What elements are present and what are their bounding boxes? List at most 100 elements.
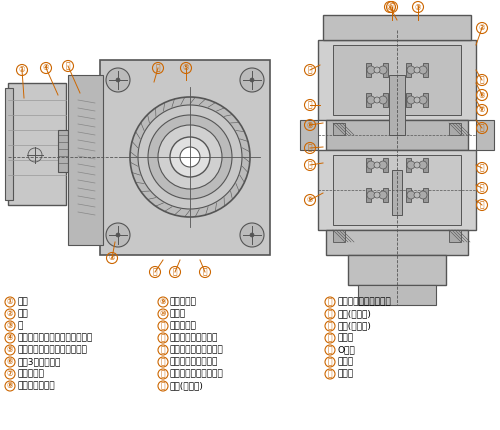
- Bar: [358, 285, 436, 305]
- Text: ⑦: ⑦: [7, 369, 13, 378]
- Bar: [366, 63, 371, 77]
- Circle shape: [407, 161, 415, 169]
- Text: ⑰: ⑰: [66, 61, 70, 71]
- Text: 第三段齿轮: 第三段齿轮: [170, 298, 197, 307]
- Bar: [5, 88, 13, 200]
- Bar: [58, 130, 68, 172]
- Bar: [423, 93, 428, 107]
- Bar: [100, 60, 270, 255]
- Bar: [333, 155, 461, 225]
- Text: ⑮: ⑮: [480, 123, 484, 132]
- Text: 盖: 盖: [17, 322, 22, 331]
- Bar: [318, 150, 476, 230]
- Text: 输出轴: 输出轴: [170, 310, 186, 319]
- Bar: [383, 158, 388, 172]
- Circle shape: [148, 115, 232, 199]
- Text: 油封(电机轴): 油封(电机轴): [337, 322, 371, 331]
- Text: ⑱: ⑱: [480, 184, 484, 193]
- Text: ⑪: ⑪: [480, 163, 484, 172]
- Circle shape: [180, 147, 200, 167]
- Circle shape: [379, 66, 387, 74]
- Text: Ⓖ: Ⓖ: [328, 369, 332, 378]
- Text: Ⓓ: Ⓓ: [328, 334, 332, 343]
- Text: ⑨: ⑨: [307, 196, 313, 205]
- Circle shape: [414, 97, 420, 103]
- Text: 第三轴带小齿轮: 第三轴带小齿轮: [17, 381, 54, 390]
- Bar: [323, 15, 471, 40]
- Bar: [449, 123, 461, 135]
- Bar: [333, 230, 345, 242]
- Bar: [318, 40, 476, 120]
- Circle shape: [106, 68, 130, 92]
- Bar: [406, 188, 411, 202]
- Text: ②: ②: [7, 310, 13, 319]
- Text: ⑧: ⑧: [7, 381, 13, 390]
- Circle shape: [419, 66, 427, 74]
- Text: ⑥: ⑥: [479, 90, 485, 99]
- Text: ③: ③: [7, 322, 13, 331]
- Text: ②: ②: [479, 24, 485, 33]
- Bar: [383, 93, 388, 107]
- Text: ②: ②: [109, 254, 115, 262]
- Text: ㉓: ㉓: [152, 267, 158, 276]
- Circle shape: [250, 233, 254, 237]
- Text: ③: ③: [415, 3, 421, 12]
- Bar: [348, 255, 446, 285]
- Text: 空心轴输出: 空心轴输出: [170, 322, 197, 331]
- Circle shape: [374, 97, 380, 103]
- Circle shape: [130, 97, 250, 217]
- Bar: [333, 45, 461, 115]
- Text: 密封盖: 密封盖: [337, 334, 353, 343]
- Bar: [366, 93, 371, 107]
- Text: ①: ①: [7, 298, 13, 307]
- Text: ⑩: ⑩: [160, 310, 166, 319]
- Circle shape: [407, 96, 415, 104]
- Bar: [366, 188, 371, 202]
- Circle shape: [414, 192, 420, 198]
- Text: 密封件: 密封件: [337, 369, 353, 378]
- Text: ㉑: ㉑: [390, 3, 394, 12]
- Text: 带第3轴的小齿轮: 带第3轴的小齿轮: [17, 357, 60, 366]
- Text: ④: ④: [43, 64, 49, 73]
- Circle shape: [379, 191, 387, 199]
- Circle shape: [250, 78, 254, 82]
- Text: ⑯: ⑯: [480, 200, 484, 209]
- Circle shape: [367, 161, 375, 169]
- Circle shape: [379, 96, 387, 104]
- Text: ⑨: ⑨: [160, 298, 166, 307]
- Text: ⑪: ⑪: [160, 322, 166, 331]
- Text: ⑦: ⑦: [479, 105, 485, 114]
- Bar: [406, 93, 411, 107]
- Circle shape: [419, 96, 427, 104]
- Circle shape: [138, 105, 242, 209]
- Text: 油封(输出端): 油封(输出端): [337, 310, 371, 319]
- Text: ⑫: ⑫: [160, 334, 166, 343]
- Text: 轴承（第二轴盖端）: 轴承（第二轴盖端）: [170, 334, 218, 343]
- Circle shape: [379, 161, 387, 169]
- Bar: [383, 188, 388, 202]
- Text: Ⓑ: Ⓑ: [328, 310, 332, 319]
- Text: 轴承（第二轴筱体端）: 轴承（第二轴筱体端）: [170, 345, 224, 354]
- Circle shape: [419, 161, 427, 169]
- Bar: [68, 75, 103, 245]
- Text: ⑩: ⑩: [387, 3, 393, 12]
- Text: ⑬: ⑬: [480, 76, 484, 85]
- Bar: [423, 63, 428, 77]
- Text: O形环: O形环: [337, 345, 355, 354]
- Bar: [423, 158, 428, 172]
- Circle shape: [240, 223, 264, 247]
- Bar: [326, 230, 468, 255]
- Bar: [300, 120, 318, 150]
- Bar: [389, 75, 405, 135]
- Bar: [406, 158, 411, 172]
- Text: 第一段齿轮（准双曲面齿轮）: 第一段齿轮（准双曲面齿轮）: [17, 345, 87, 354]
- Text: ⑲: ⑲: [156, 64, 160, 73]
- Circle shape: [367, 96, 375, 104]
- Text: ④: ④: [7, 334, 13, 343]
- Circle shape: [374, 192, 380, 198]
- Circle shape: [414, 162, 420, 168]
- Text: ㉓: ㉓: [202, 267, 207, 276]
- Circle shape: [419, 191, 427, 199]
- Text: ⑤: ⑤: [183, 64, 189, 73]
- Bar: [366, 158, 371, 172]
